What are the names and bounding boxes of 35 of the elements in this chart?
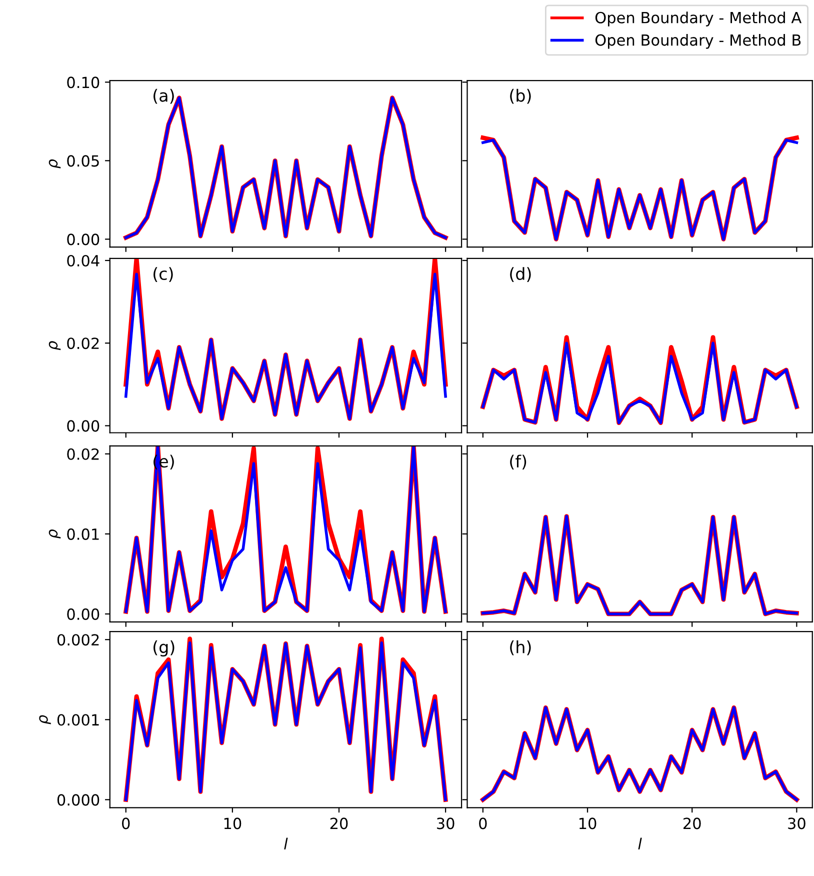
y-tick-label: 0.001 [57,714,99,726]
y-tick-label: 0.00 [67,234,100,246]
x-tick-label: 20 [330,818,348,830]
legend-label: Open Boundary - Method A [595,12,802,26]
y-tick-label: 0.02 [67,338,99,350]
chart-title: (f) [510,454,526,470]
chart-title: (h) [510,640,531,656]
text: (g) [154,640,174,657]
y-tick-label: 0.05 [67,155,99,167]
y-tick-label: 0.000 [57,794,100,806]
x-tick-label: 0 [479,818,487,830]
y-tick-label: 0.00 [67,608,100,620]
chart-title: (a) [154,88,174,104]
x-tick-label: 20 [683,818,701,830]
chart-title: (b) [510,88,531,104]
y-axis-title: ρ [48,529,61,539]
x-tick-label: 0 [122,818,130,830]
x-tick-label: 10 [579,818,596,830]
x-tick-label: 30 [788,818,806,830]
y-tick-label: 0.002 [57,634,99,646]
x-axis-title: l [638,838,642,850]
chart-title: (c) [154,267,173,282]
y-tick-label: 0.01 [67,528,99,540]
y-tick-label: 0.04 [67,254,100,267]
x-axis-title: l [284,838,288,850]
x-tick-label: 10 [224,818,242,830]
y-axis-title: ρ [48,341,61,350]
y-tick-label: 0.10 [67,76,100,88]
y-axis-title: ρ [39,715,51,724]
x-tick-label: 30 [437,818,454,830]
legend-label: Open Boundary - Method B [595,34,801,49]
y-tick-label: 0.00 [67,420,100,432]
y-axis-title: ρ [48,159,61,168]
y-tick-label: 0.02 [67,448,99,460]
chart-title: (d) [510,267,531,282]
